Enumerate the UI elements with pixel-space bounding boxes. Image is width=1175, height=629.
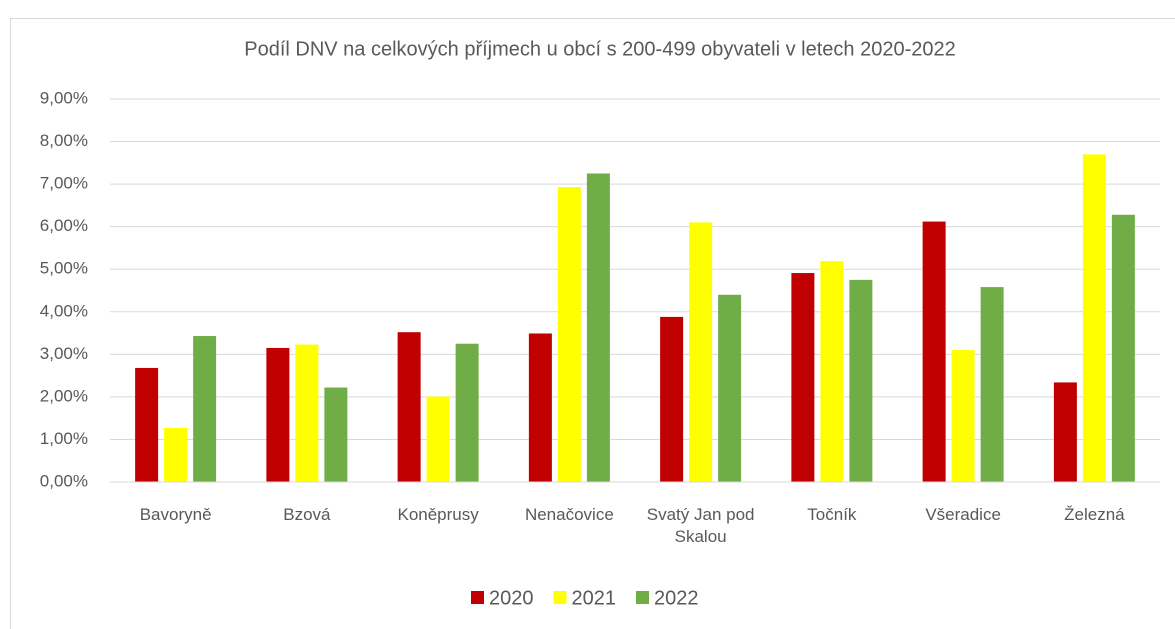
legend-swatch [636,591,649,604]
legend-swatch [471,591,484,604]
bar [586,173,610,482]
bar [718,294,742,482]
bar [791,273,815,482]
bar [660,316,684,482]
x-tick-label: Bzová [283,505,331,524]
x-tick-label: Nenačovice [524,505,614,524]
legend-swatch [553,591,567,604]
bar [193,336,217,482]
bar [1111,214,1135,483]
x-tick-label: Točník [807,505,857,524]
bar [135,367,159,482]
x-tick-label: Svatý Jan pod Skalou [646,505,755,546]
bar [295,344,319,482]
bar [557,187,581,482]
bar [455,343,479,482]
legend-label: 2022 [654,587,699,609]
chart-title: Podíl DNV na celkových příjmech u obcí s… [244,38,956,60]
legend-label: 2021 [572,587,617,609]
bar [266,347,290,482]
y-tick-label: 1,00% [40,429,88,448]
bar [980,287,1004,482]
y-tick-label: 7,00% [40,174,88,193]
y-tick-label: 5,00% [40,259,88,278]
y-tick-label: 2,00% [40,386,88,405]
bar [820,261,844,482]
bar [689,222,713,482]
bar [849,279,873,482]
y-tick-label: 3,00% [40,344,88,363]
bar [922,221,946,482]
y-tick-label: 0,00% [40,471,88,490]
x-tick-label: Bavoryně [139,505,212,524]
bar [164,427,188,482]
legend-label: 2020 [489,587,534,609]
y-tick-label: 9,00% [40,88,88,107]
bar [951,350,975,482]
y-tick-label: 8,00% [40,131,88,150]
y-tick-label: 6,00% [40,216,88,235]
bar [426,396,450,482]
bar [324,387,348,482]
x-tick-label: Všeradice [925,505,1001,524]
bar [1053,382,1077,482]
x-tick-label: Koněprusy [397,505,479,524]
bar [397,332,421,482]
bar [1082,154,1106,483]
x-tick-label: Železná [1064,505,1125,524]
y-tick-label: 4,00% [40,301,88,320]
bar [528,333,552,482]
